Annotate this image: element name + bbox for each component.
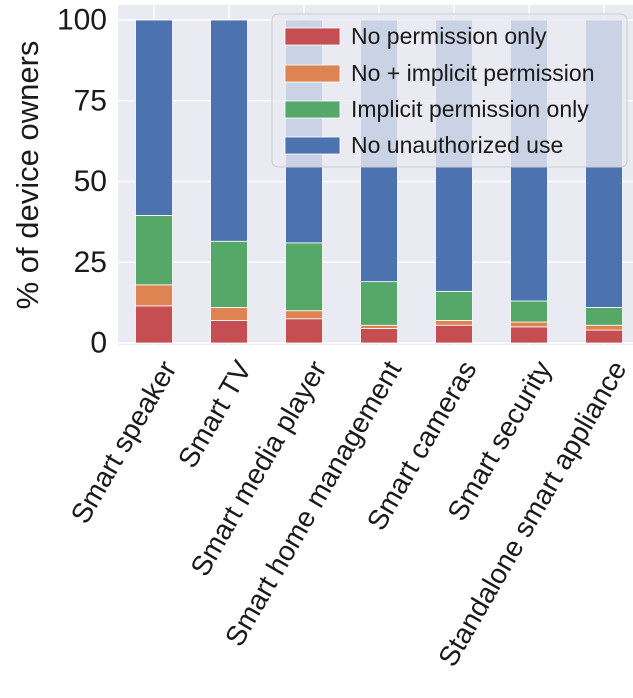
y-tick-label: 25 [74,246,107,279]
legend-entry: No permission only [351,23,547,49]
legend-entry: No + implicit permission [351,60,595,86]
legend-swatch [284,100,341,119]
bar-segment [585,324,623,331]
bar-segment [285,318,323,344]
legend-box [271,13,628,168]
bar-segment [585,307,623,326]
x-tick-label: Smart media player [184,356,332,582]
bar-segment [360,328,398,344]
bar-segment [360,324,398,329]
y-tick-label: 50 [74,165,107,198]
y-tick-label: 0 [90,327,107,360]
bar-segment [585,329,623,344]
bar-segment [435,319,473,326]
bar-segment [435,324,473,344]
legend-entry: Implicit permission only [351,96,589,122]
legend-entry: No unauthorized use [351,132,563,158]
bar-segment [210,240,248,308]
y-axis-ticks: 0 25 50 75 100 [57,4,107,360]
bar-segment [135,215,173,286]
legend-swatch [284,27,341,46]
bar-segment [210,19,248,242]
bar-segment [135,19,173,216]
bar-segment [435,290,473,321]
bar-segment [135,284,173,307]
bar-segment [510,300,548,323]
y-axis-label: % of device owners [10,41,45,310]
legend-swatch [284,136,341,155]
legend: No permission only No + implicit permissi… [271,13,628,168]
x-tick-label: Smart TV [172,355,258,473]
bar-segment [510,321,548,328]
bar-segment [285,310,323,320]
x-tick-label: Smart speaker [65,356,183,529]
bar-segment [210,307,248,321]
y-tick-label: 75 [74,84,107,117]
y-tick-label: 100 [57,4,107,37]
bar-segment [135,305,173,344]
bar-segment [210,319,248,344]
bar-segment [510,326,548,344]
bar-segment [360,281,398,326]
bar-segment [285,242,323,312]
legend-swatch [284,64,341,83]
